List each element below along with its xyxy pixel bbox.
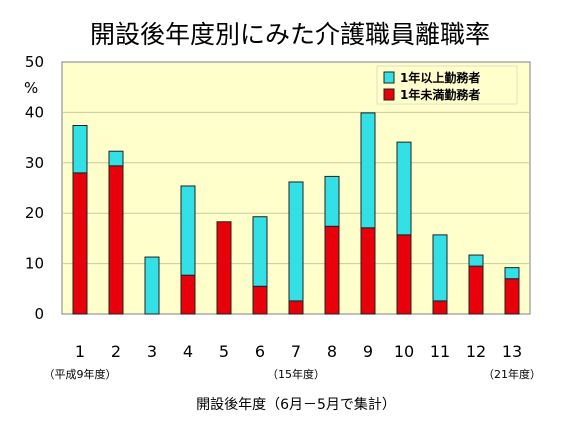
bar-segment xyxy=(396,234,412,315)
x-tick-label: 10 xyxy=(394,342,414,361)
legend-label: 1年以上勤務者 xyxy=(400,70,480,85)
x-axis-label: 開設後年度（6月－5月で集計） xyxy=(196,396,396,413)
bar-segment xyxy=(360,112,376,229)
legend-swatch xyxy=(383,88,395,101)
y-tick-label: 20 xyxy=(25,204,44,222)
x-tick-label: 6 xyxy=(255,342,265,361)
bars xyxy=(72,112,520,315)
y-tick-label: 0 xyxy=(34,305,44,323)
bar-segment xyxy=(360,227,376,315)
x-axis-notes: （平成9年度） （15年度） （21年度） xyxy=(44,367,542,381)
bar-segment xyxy=(252,285,268,315)
legend-label: 1年未満勤務者 xyxy=(400,87,480,102)
legend-swatch xyxy=(383,71,395,84)
bar-segment xyxy=(468,265,484,315)
x-tick-label: 7 xyxy=(291,342,301,361)
legend: 1年以上勤務者 1年未満勤務者 xyxy=(376,65,518,105)
bar-segment xyxy=(108,150,124,167)
x-tick-label: 1 xyxy=(75,342,85,361)
x-tick-label: 2 xyxy=(111,342,121,361)
bar-segment xyxy=(144,256,160,315)
x-tick-label: 11 xyxy=(430,342,450,361)
bar-segment xyxy=(504,267,520,280)
bar-segment xyxy=(324,225,340,315)
x-tick-label: 9 xyxy=(363,342,373,361)
x-tick-label: 8 xyxy=(327,342,337,361)
x-tick-label: 13 xyxy=(502,342,522,361)
x-tick-note: （平成9年度） xyxy=(44,367,117,381)
bar-segment xyxy=(252,216,268,287)
x-tick-label: 5 xyxy=(219,342,229,361)
y-axis: 0 10 20 30 40 50 xyxy=(25,53,44,323)
x-tick-note: （15年度） xyxy=(267,367,325,381)
bar-segment xyxy=(432,234,448,302)
bar-segment xyxy=(216,221,232,315)
x-tick-note: （21年度） xyxy=(483,367,541,381)
bar-segment xyxy=(108,165,124,315)
bar-segment xyxy=(288,181,304,302)
y-tick-label: 50 xyxy=(25,53,44,71)
bar-segment xyxy=(432,300,448,315)
y-tick-label: 30 xyxy=(25,154,44,172)
chart-title: 開設後年度別にみた介護職員離職率 xyxy=(90,20,490,49)
y-tick-label: 10 xyxy=(25,255,44,273)
y-axis-unit: % xyxy=(24,79,38,97)
bar-segment xyxy=(180,274,196,315)
bar-segment xyxy=(180,185,196,276)
x-tick-label: 12 xyxy=(466,342,486,361)
x-tick-label: 3 xyxy=(147,342,157,361)
bar-segment xyxy=(288,300,304,315)
bar-segment xyxy=(504,278,520,315)
bar-segment xyxy=(72,125,88,174)
legend-box xyxy=(376,65,518,105)
x-tick-label: 4 xyxy=(183,342,193,361)
y-tick-label: 40 xyxy=(25,103,44,121)
bar-segment xyxy=(324,175,340,227)
bar-segment xyxy=(72,172,88,315)
bar-segment xyxy=(468,254,484,267)
bar-segment xyxy=(396,141,412,236)
x-axis: 1 2 3 4 5 6 7 8 9 10 11 12 13 xyxy=(75,342,522,361)
